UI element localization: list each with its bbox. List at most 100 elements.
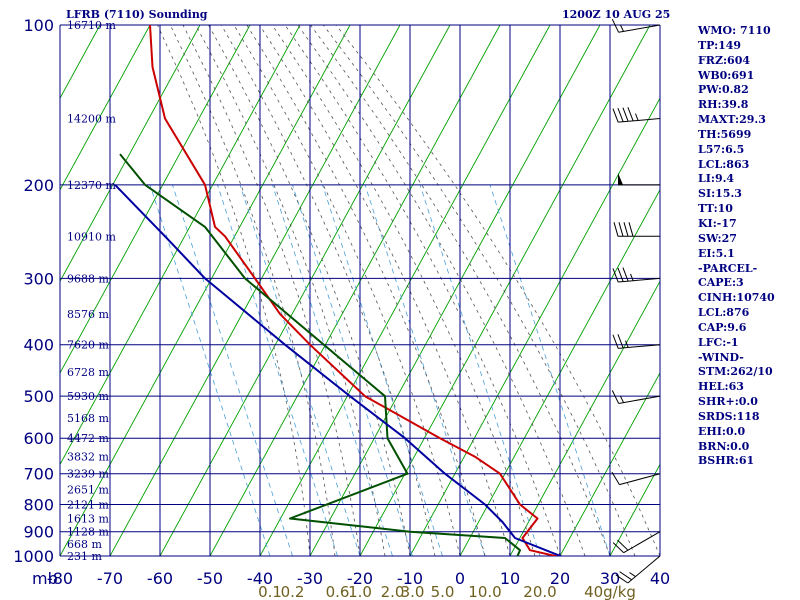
isotherm-line	[309, 25, 601, 556]
temp-tick-label: 30	[600, 569, 620, 588]
isotherm-line	[60, 25, 151, 191]
moist-adiabat-line	[310, 25, 611, 556]
pressure-tick-label: 400	[23, 336, 54, 355]
wind-barb	[612, 334, 661, 349]
index-item: FRZ:604	[698, 53, 751, 67]
index-item: WB0:691	[698, 68, 755, 82]
isotherm-line	[509, 280, 660, 556]
mixing-ratio-label: 10.0	[468, 583, 501, 600]
mixing-ratio-line	[322, 184, 443, 556]
height-label: 7620 m	[67, 339, 109, 352]
grid	[59, 24, 661, 557]
wind-barb	[611, 390, 661, 404]
mixing-ratio-line	[364, 184, 486, 556]
moist-adiabat-line	[195, 25, 386, 556]
isotherm-line	[609, 463, 660, 556]
index-item: SHR+:0.0	[698, 395, 758, 409]
pressure-tick-label: 1000	[13, 547, 54, 566]
parcel-profile	[114, 184, 564, 556]
indices-panel: WMO: 7110 TP:149 FRZ:604 WB0:691 PW:0.82 RH:3…	[698, 24, 775, 469]
index-item: KI:-17	[698, 216, 737, 230]
temp-tick-label: -50	[197, 569, 223, 588]
index-item: SRDS:118	[698, 409, 760, 423]
isotherm-line	[359, 25, 651, 556]
index-item: CAPE:3	[698, 276, 744, 290]
pressure-tick-label: 200	[23, 176, 54, 195]
mixing-ratio-label: 40g/kg	[584, 583, 636, 600]
height-label: 6728 m	[67, 366, 109, 379]
height-label: 9688 m	[67, 272, 109, 285]
wind-barb	[615, 555, 661, 584]
height-label: 4472 m	[67, 432, 109, 445]
isotherm-line	[0, 25, 50, 567]
mixing-ratio-label: 0.2	[281, 583, 305, 600]
isotherm-line	[259, 25, 551, 556]
temp-tick-label: -80	[47, 569, 73, 588]
temp-tick-label: -40	[247, 569, 273, 588]
chart-title: LFRB (7110) Sounding	[66, 8, 208, 21]
moist-adiabat-line	[284, 25, 561, 556]
height-label: 231 m	[67, 550, 102, 563]
isotherm-line	[60, 25, 201, 283]
sounding-profiles	[114, 25, 564, 556]
moist-adiabat-line	[297, 25, 586, 556]
index-item: HEL:63	[698, 380, 744, 394]
height-label: 8576 m	[67, 308, 109, 321]
height-label: 5930 m	[67, 390, 109, 403]
isotherm-line	[60, 25, 251, 374]
index-item: BSHR:61	[698, 454, 755, 468]
wind-barb	[612, 107, 661, 123]
index-item: SI:15.3	[698, 187, 742, 201]
height-labels: 16710 m 14200 m 12370 m 10910 m 9688 m 8576 m…	[67, 19, 116, 563]
moist-adiabat-line	[157, 25, 311, 556]
height-label: 2651 m	[67, 484, 109, 497]
skewed-isotherms	[0, 25, 660, 567]
wind-barb	[612, 531, 661, 554]
index-item: CINH:10740	[698, 291, 775, 305]
temp-tick-label: 0	[455, 569, 465, 588]
index-item: WMO: 7110	[698, 24, 771, 37]
isotherm-line	[159, 25, 451, 556]
index-item: -PARCEL-	[698, 261, 758, 275]
height-label: 3239 m	[67, 468, 109, 481]
isotherm-line	[209, 25, 501, 556]
observation-time: 1200Z 10 AUG 25	[562, 8, 671, 21]
index-item: LI:9.4	[698, 172, 735, 186]
temp-tick-label: -70	[97, 569, 123, 588]
mixing-ratio-label: 1.0	[348, 583, 372, 600]
height-label: 2121 m	[67, 499, 109, 512]
wind-barb	[612, 267, 661, 283]
mixing-ratio-line	[149, 184, 271, 556]
index-item: LCL:863	[698, 157, 750, 171]
pressure-tick-label: 700	[23, 465, 54, 484]
height-label: 1613 m	[67, 513, 109, 526]
index-item: CAP:9.6	[698, 320, 747, 334]
mixing-ratio-label: 5.0	[431, 583, 455, 600]
moist-adiabat-line	[322, 25, 636, 556]
height-label: 668 m	[67, 538, 102, 551]
wind-barbs	[611, 18, 661, 584]
temp-tick-label: -30	[297, 569, 323, 588]
pressure-tick-label: 800	[23, 496, 54, 515]
height-label: 14200 m	[67, 113, 116, 126]
pressure-tick-label: 600	[23, 429, 54, 448]
wind-barb	[611, 471, 661, 486]
temp-tick-label: 20	[550, 569, 570, 588]
height-label: 12370 m	[67, 179, 116, 192]
pressure-tick-label: 100	[23, 16, 54, 35]
mixing-ratio-line	[419, 184, 541, 556]
temp-tick-label: 10	[500, 569, 520, 588]
mixing-ratio-label: 0.6	[326, 583, 350, 600]
wind-barb	[618, 172, 660, 186]
mixing-ratio-label: 0.1	[258, 583, 282, 600]
isotherm-line	[60, 25, 301, 466]
mixing-ratio-line	[217, 184, 338, 556]
temperature-profile	[149, 25, 560, 556]
temp-tick-label: -20	[347, 569, 373, 588]
moist-adiabat-line	[220, 25, 436, 556]
moist-adiabats	[157, 25, 660, 556]
wind-barb	[611, 18, 661, 33]
isotherm-line	[109, 25, 401, 556]
moist-adiabat-line	[208, 25, 411, 556]
